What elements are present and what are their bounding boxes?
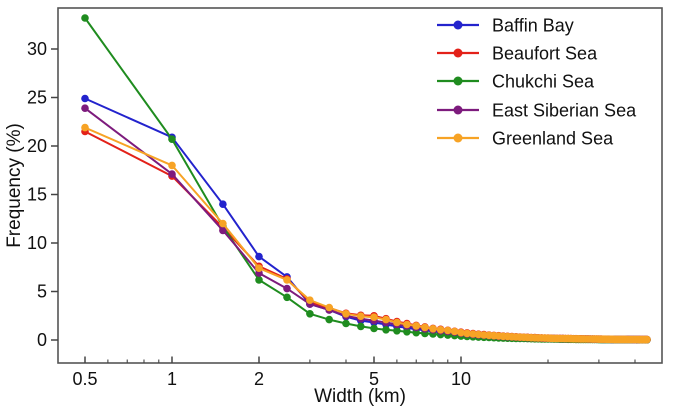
legend-marker bbox=[453, 133, 463, 143]
legend-marker bbox=[453, 48, 463, 58]
data-point bbox=[370, 313, 378, 322]
data-point bbox=[393, 318, 401, 327]
series-line-chukchi-sea bbox=[84, 17, 647, 341]
data-point bbox=[444, 326, 452, 335]
series-line-greenland-sea bbox=[84, 126, 647, 341]
data-point bbox=[306, 310, 314, 318]
data-point bbox=[421, 323, 429, 332]
legend-label: East Siberian Sea bbox=[492, 101, 637, 121]
data-point bbox=[81, 14, 89, 22]
legend-marker bbox=[453, 76, 463, 86]
x-tick-label: 10 bbox=[451, 369, 471, 389]
legend-marker bbox=[453, 105, 463, 115]
x-tick-label: 5 bbox=[369, 369, 379, 389]
data-point bbox=[463, 329, 471, 338]
data-point bbox=[219, 226, 227, 235]
y-tick-label: 15 bbox=[27, 185, 47, 205]
series-chukchi-sea bbox=[81, 14, 651, 344]
y-tick-label: 30 bbox=[27, 39, 47, 59]
data-point bbox=[81, 104, 89, 112]
x-tick-label: 0.5 bbox=[72, 369, 97, 389]
data-point bbox=[81, 94, 89, 103]
data-point bbox=[81, 123, 89, 132]
y-axis: 0 5 10 15 20 25 30 Frequency (%) bbox=[4, 39, 58, 350]
data-point bbox=[342, 319, 350, 328]
data-point bbox=[450, 327, 459, 336]
x-tick-label: 1 bbox=[167, 369, 177, 389]
data-point bbox=[168, 135, 176, 143]
y-tick-label: 0 bbox=[37, 330, 47, 350]
data-point bbox=[283, 276, 291, 284]
data-point bbox=[168, 170, 176, 178]
x-tick-label: 2 bbox=[254, 369, 264, 389]
legend: Baffin Bay Beaufort Sea Chukchi Sea East Si… bbox=[437, 16, 637, 149]
data-point bbox=[382, 326, 390, 334]
legend-label: Beaufort Sea bbox=[492, 44, 598, 64]
legend-label: Chukchi Sea bbox=[492, 72, 595, 92]
y-tick-label: 25 bbox=[27, 88, 47, 108]
legend-entry-greenland-sea: Greenland Sea bbox=[437, 129, 614, 149]
data-point bbox=[255, 264, 263, 273]
data-point bbox=[403, 320, 411, 329]
data-point bbox=[382, 315, 390, 324]
data-point bbox=[403, 328, 411, 336]
data-point bbox=[370, 324, 378, 333]
y-tick-label: 10 bbox=[27, 233, 47, 253]
data-point bbox=[255, 252, 263, 261]
data-point bbox=[393, 327, 401, 335]
plot-frame bbox=[57, 7, 663, 364]
legend-label: Baffin Bay bbox=[492, 16, 574, 36]
x-axis-title: Width (km) bbox=[314, 386, 406, 407]
legend-label: Greenland Sea bbox=[492, 129, 614, 149]
legend-entry-chukchi-sea: Chukchi Sea bbox=[437, 72, 595, 92]
data-point bbox=[436, 326, 445, 334]
series-line-beaufort-sea bbox=[84, 130, 647, 341]
data-point bbox=[283, 293, 291, 302]
data-point bbox=[306, 296, 314, 305]
x-axis: 0.5 1 2 5 10 Width (km) bbox=[72, 356, 636, 407]
legend-entry-baffin-bay: Baffin Bay bbox=[437, 16, 574, 36]
data-point bbox=[412, 328, 421, 337]
data-point bbox=[283, 284, 291, 293]
data-point bbox=[429, 325, 437, 333]
data-point bbox=[219, 200, 227, 208]
y-tick-label: 20 bbox=[27, 136, 47, 156]
legend-entry-beaufort-sea: Beaufort Sea bbox=[437, 44, 598, 64]
data-point bbox=[168, 161, 176, 170]
data-point bbox=[412, 322, 421, 330]
data-point bbox=[469, 330, 477, 338]
series-greenland-sea bbox=[81, 123, 651, 344]
data-point bbox=[342, 310, 350, 318]
legend-marker bbox=[453, 20, 463, 30]
y-tick-label: 5 bbox=[37, 282, 47, 302]
y-axis-title: Frequency (%) bbox=[4, 123, 25, 248]
legend-entry-east-siberian-sea: East Siberian Sea bbox=[437, 101, 637, 121]
data-point bbox=[357, 322, 365, 331]
data-point bbox=[457, 328, 465, 337]
data-point bbox=[255, 276, 263, 284]
data-point bbox=[219, 219, 227, 228]
data-point bbox=[643, 335, 651, 344]
series-beaufort-sea bbox=[81, 127, 651, 344]
data-point bbox=[325, 303, 334, 312]
data-point bbox=[357, 312, 365, 321]
data-point bbox=[325, 315, 334, 324]
